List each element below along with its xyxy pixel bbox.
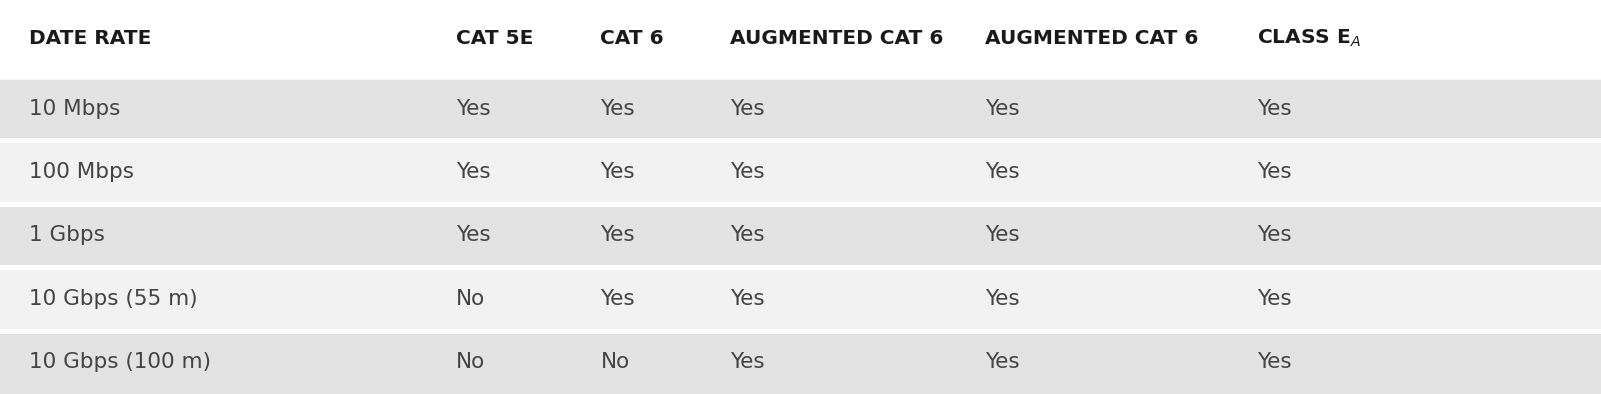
Text: No: No — [456, 289, 485, 309]
Text: Yes: Yes — [730, 352, 765, 372]
Text: DATE RATE: DATE RATE — [29, 29, 150, 48]
Text: Yes: Yes — [985, 225, 1020, 245]
Text: Yes: Yes — [600, 98, 636, 119]
Bar — [0, 331, 1601, 394]
Text: No: No — [456, 352, 485, 372]
Text: 1 Gbps: 1 Gbps — [29, 225, 104, 245]
Bar — [0, 140, 1601, 204]
Text: CLASS E$_A$: CLASS E$_A$ — [1257, 28, 1361, 49]
Bar — [0, 204, 1601, 267]
Text: Yes: Yes — [456, 225, 492, 245]
Text: Yes: Yes — [985, 98, 1020, 119]
Text: CAT 6: CAT 6 — [600, 29, 664, 48]
Text: Yes: Yes — [1257, 289, 1292, 309]
Text: Yes: Yes — [600, 225, 636, 245]
Text: 100 Mbps: 100 Mbps — [29, 162, 134, 182]
Text: 10 Gbps (100 m): 10 Gbps (100 m) — [29, 352, 211, 372]
Text: Yes: Yes — [1257, 225, 1292, 245]
Text: Yes: Yes — [1257, 352, 1292, 372]
Text: AUGMENTED CAT 6: AUGMENTED CAT 6 — [985, 29, 1198, 48]
Text: Yes: Yes — [985, 289, 1020, 309]
Text: Yes: Yes — [600, 289, 636, 309]
Text: Yes: Yes — [456, 98, 492, 119]
Bar — [0, 267, 1601, 331]
Text: Yes: Yes — [456, 162, 492, 182]
Bar — [0, 77, 1601, 140]
Text: 10 Mbps: 10 Mbps — [29, 98, 120, 119]
Text: Yes: Yes — [730, 225, 765, 245]
Text: Yes: Yes — [985, 162, 1020, 182]
Bar — [0, 0, 1601, 77]
Text: Yes: Yes — [600, 162, 636, 182]
Text: Yes: Yes — [985, 352, 1020, 372]
Text: CAT 5E: CAT 5E — [456, 29, 533, 48]
Text: No: No — [600, 352, 629, 372]
Text: Yes: Yes — [1257, 162, 1292, 182]
Text: 10 Gbps (55 m): 10 Gbps (55 m) — [29, 289, 197, 309]
Text: Yes: Yes — [1257, 98, 1292, 119]
Text: Yes: Yes — [730, 98, 765, 119]
Text: Yes: Yes — [730, 289, 765, 309]
Text: AUGMENTED CAT 6: AUGMENTED CAT 6 — [730, 29, 943, 48]
Text: Yes: Yes — [730, 162, 765, 182]
